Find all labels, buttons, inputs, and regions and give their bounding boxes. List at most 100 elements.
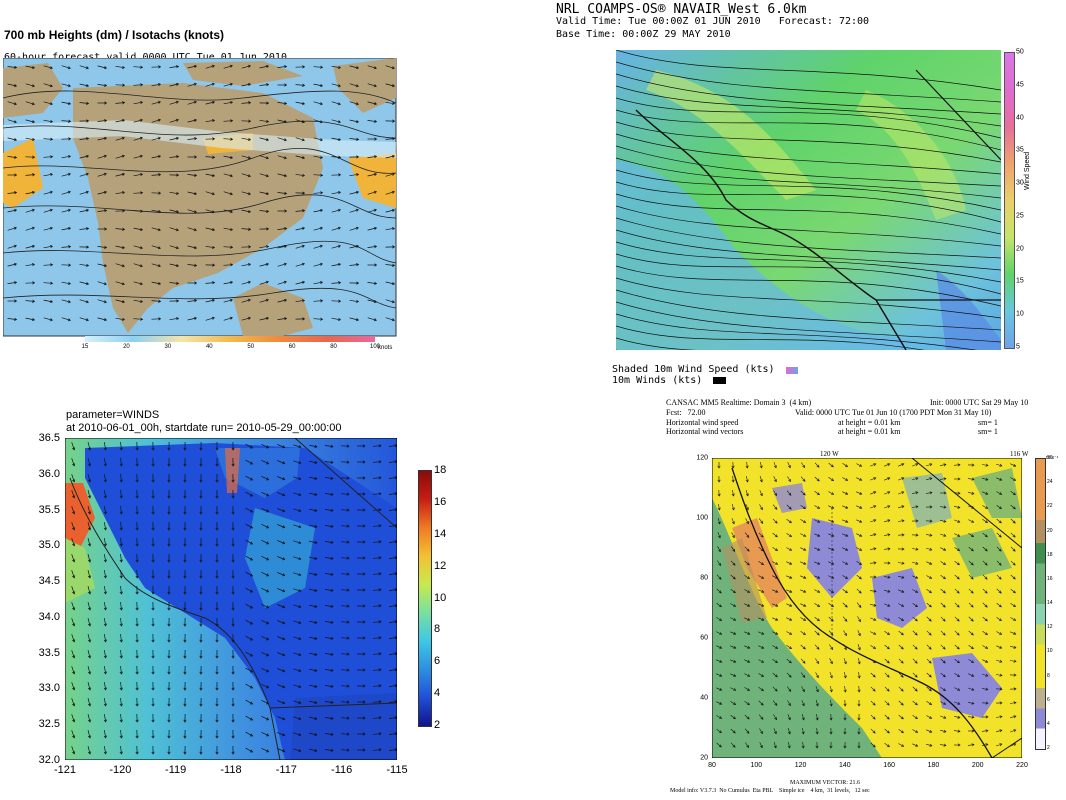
- wind-vector: [870, 505, 876, 509]
- wind-vector-head: [119, 479, 123, 483]
- wind-vector-head: [249, 525, 254, 529]
- wind-vector: [912, 477, 918, 481]
- streamline: [616, 85, 1001, 127]
- wind-vector: [786, 561, 792, 565]
- wind-vector: [828, 519, 834, 523]
- wind-vector: [313, 209, 323, 213]
- wind-vector: [261, 635, 269, 641]
- wind-vector-head: [119, 575, 123, 579]
- wind-vector-head: [249, 589, 254, 593]
- wind-vector: [133, 318, 143, 320]
- wind-vector-head: [176, 173, 180, 177]
- wind-vector-head: [157, 118, 161, 122]
- wind-vector-head: [167, 543, 171, 547]
- wind-vector: [277, 588, 285, 592]
- wind-vector-head: [193, 316, 198, 320]
- wind-vector: [898, 463, 904, 467]
- wind-vector: [120, 697, 122, 707]
- wind-vector: [717, 532, 721, 538]
- wind-vector-head: [746, 716, 750, 720]
- wind-vector-head: [314, 444, 318, 449]
- wind-vector: [309, 492, 317, 496]
- wind-vector-head: [374, 137, 378, 141]
- map-700mb: [3, 58, 397, 337]
- wind-vector: [349, 209, 359, 213]
- wind-vector: [87, 538, 91, 546]
- wind-vector: [103, 474, 107, 482]
- wind-vector: [295, 101, 305, 105]
- wind-vector: [773, 714, 777, 720]
- wind-vector: [800, 589, 806, 593]
- wind-vector-head: [1013, 715, 1017, 719]
- wind-vector: [982, 588, 988, 594]
- wind-vector: [293, 476, 301, 480]
- wind-vector: [744, 617, 750, 621]
- wind-vector-head: [717, 535, 721, 539]
- wind-vector: [385, 191, 395, 195]
- wind-vector-head: [104, 227, 108, 231]
- wind-vector-head: [761, 646, 765, 649]
- wind-vector: [71, 602, 75, 610]
- wind-vector-head: [103, 300, 107, 304]
- wind-vector-head: [87, 575, 92, 579]
- wind-vector-head: [815, 745, 819, 749]
- wind-vector-head: [266, 477, 270, 481]
- wind-vector: [968, 644, 974, 650]
- wind-vector-head: [175, 264, 180, 268]
- wind-vector-head: [760, 745, 763, 749]
- wind-vector-head: [394, 748, 397, 752]
- wind-vector: [717, 546, 721, 552]
- wind-vector: [870, 714, 876, 720]
- wind-vector: [245, 587, 253, 593]
- wind-vector-head: [284, 317, 288, 321]
- wind-vector-head: [122, 227, 126, 231]
- wind-vector-head: [319, 155, 324, 160]
- wind-vector-head: [816, 675, 819, 679]
- wind-vector: [367, 120, 377, 122]
- wind-vector-head: [49, 299, 54, 304]
- colorbar-700mb: [85, 336, 375, 342]
- wind-vector: [926, 658, 932, 664]
- wind-vector-head: [857, 675, 861, 679]
- wind-vector-head: [915, 505, 919, 509]
- wind-vector-head: [355, 190, 360, 194]
- wind-vector: [79, 317, 89, 321]
- wind-vector-head: [1013, 743, 1017, 747]
- wind-vector: [758, 659, 764, 663]
- wind-vector: [151, 83, 161, 87]
- wind-vector-head: [31, 317, 36, 322]
- wind-vector: [730, 574, 736, 580]
- wind-vector-head: [845, 519, 849, 523]
- wind-vector-head: [378, 540, 382, 544]
- streamline: [616, 265, 1001, 307]
- wind-vector-head: [373, 300, 378, 304]
- wind-vector: [245, 539, 253, 545]
- wind-vector: [151, 137, 161, 141]
- wind-vector: [169, 263, 179, 267]
- wind-vector-head: [183, 511, 187, 515]
- wind-vector-head: [362, 556, 366, 560]
- wind-vector-head: [761, 632, 765, 635]
- wind-vector: [884, 644, 890, 650]
- wind-vector-head: [72, 559, 76, 563]
- tick-label: 160: [883, 762, 895, 769]
- wind-vector: [884, 463, 890, 467]
- colorbar-unit: m s⁻¹: [1046, 455, 1059, 461]
- wind-vector: [1010, 546, 1016, 552]
- wind-vector-head: [314, 476, 318, 481]
- wind-vector-head: [72, 751, 76, 755]
- wind-vector-head: [1013, 687, 1017, 691]
- wind-vector-head: [957, 729, 961, 733]
- wind-vector-head: [330, 732, 334, 736]
- wind-vector: [295, 299, 305, 303]
- wind-vector-head: [249, 477, 254, 481]
- wind-vector-head: [282, 637, 286, 641]
- wind-vector-head: [391, 227, 396, 231]
- wind-vector-head: [298, 541, 302, 545]
- panel-700mb-heights: 700 mb Heights (dm) / Isotachs (knots) 6…: [0, 0, 400, 360]
- wind-vector: [133, 245, 143, 249]
- wind-vector: [954, 588, 960, 594]
- wind-vector: [169, 156, 179, 158]
- wind-vector-head: [346, 444, 350, 448]
- wind-vector-head: [193, 246, 198, 250]
